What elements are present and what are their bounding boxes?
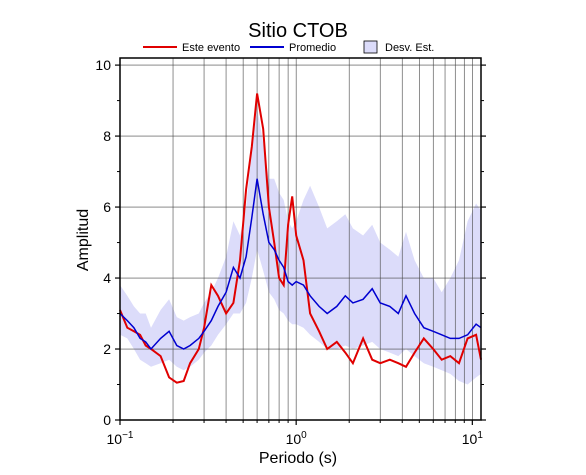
legend-label: Este evento <box>182 42 240 54</box>
y-tick-label: 4 <box>103 270 111 286</box>
series-line <box>119 178 482 351</box>
x-tick-base: 10 <box>107 431 123 447</box>
x-tick-exponent: −1 <box>122 430 134 441</box>
y-tick-label: 8 <box>103 128 111 144</box>
x-tick-label: 100 <box>286 430 308 447</box>
std-band <box>120 107 481 385</box>
legend-label: Promedio <box>289 42 336 54</box>
y-tick-label: 0 <box>103 412 111 428</box>
legend-band-swatch <box>363 40 378 54</box>
chart-title: Sitio CTOB <box>248 20 348 42</box>
plot-frame <box>119 57 482 421</box>
x-tick-label: 10−1 <box>107 430 134 447</box>
x-tick-base: 10 <box>462 431 478 447</box>
y-tick-label: 10 <box>95 57 111 73</box>
series-line <box>119 93 482 384</box>
y-tick-label: 6 <box>103 199 111 215</box>
x-tick-base: 10 <box>286 431 302 447</box>
x-tick-exponent: 1 <box>477 430 483 441</box>
x-tick-exponent: 0 <box>301 430 307 441</box>
x-axis-label: Periodo (s) <box>259 450 337 467</box>
y-tick-label: 2 <box>103 341 111 357</box>
legend-label: Desv. Est. <box>385 42 434 54</box>
y-axis-label: Amplitud <box>75 209 92 271</box>
x-tick-label: 101 <box>462 430 484 447</box>
